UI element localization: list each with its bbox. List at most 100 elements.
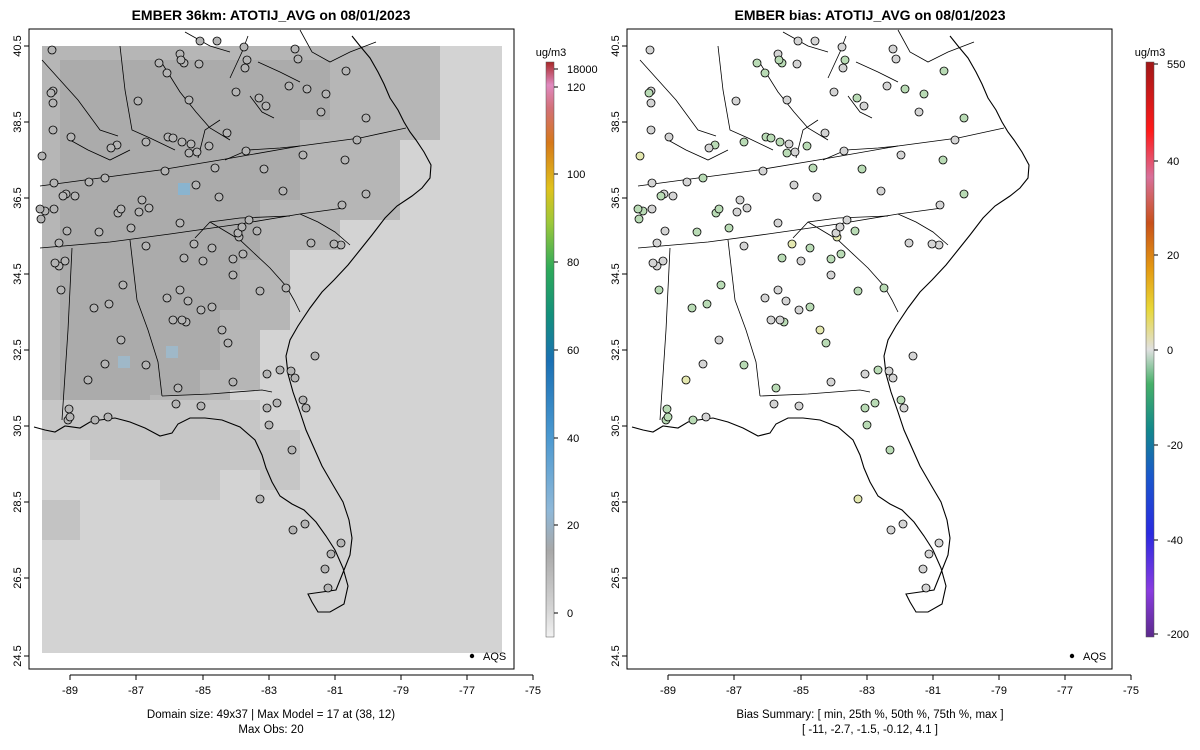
station-marker	[84, 177, 94, 187]
bias-station-marker	[714, 335, 724, 345]
bias-station-marker	[692, 227, 702, 237]
state-border	[41, 59, 119, 137]
station-marker	[118, 280, 128, 290]
latitude-tick-label: 32.5	[610, 339, 622, 360]
longitude-tick-label: -89	[62, 685, 78, 697]
state-border	[667, 139, 729, 161]
bias-station-marker	[840, 55, 850, 65]
model-colorbar: ug/m3 18000 120 100 80 60 40 20 0	[536, 47, 598, 638]
bias-station-marker	[853, 494, 863, 504]
station-marker	[177, 137, 187, 147]
station-marker	[189, 239, 199, 249]
station-marker	[134, 207, 144, 217]
state-boundaries	[33, 29, 432, 613]
station-marker	[316, 107, 326, 117]
bias-station-marker	[758, 166, 768, 176]
latitude-tick-label: 24.5	[610, 645, 622, 666]
bias-station-marker	[668, 191, 678, 201]
bias-station-marker	[839, 146, 849, 156]
bias-station-marker	[796, 256, 806, 266]
bias-station-marker	[835, 222, 845, 232]
bias-station-marker	[766, 133, 776, 143]
longitude-tick-label: -85	[793, 685, 809, 697]
station-marker	[241, 146, 251, 156]
station-marker	[47, 45, 57, 55]
latitude-tick-label: 28.5	[12, 491, 24, 512]
bias-station-marker	[934, 538, 944, 548]
station-marker	[186, 139, 196, 149]
station-marker	[62, 226, 72, 236]
state-border	[299, 29, 377, 63]
bias-station-marker	[808, 163, 818, 173]
aqs-bias-markers	[633, 36, 969, 593]
station-marker	[237, 222, 247, 232]
latitude-axis: 40.5 38.5 36.5 34.5 32.5 30.5 28.5 26.5 24.5	[12, 35, 30, 667]
bias-station-marker	[836, 249, 846, 259]
bias-station-marker	[782, 95, 792, 105]
bias-station-marker	[752, 58, 762, 68]
bias-station-marker	[702, 299, 712, 309]
station-marker	[116, 335, 126, 345]
bias-station-marker	[908, 351, 918, 361]
bias-station-marker	[876, 186, 886, 196]
bias-station-marker	[896, 395, 906, 405]
longitude-tick-label: -81	[925, 685, 941, 697]
longitude-tick-label: -87	[726, 685, 742, 697]
state-border	[184, 31, 231, 53]
bias-station-marker	[815, 325, 825, 335]
station-marker	[212, 36, 222, 46]
bias-station-marker	[821, 338, 831, 348]
longitude-axis: -89 -87 -85 -83 -81 -79 -77 -75	[62, 674, 541, 697]
bias-station-marker	[950, 135, 960, 145]
bias-station-marker	[773, 218, 783, 228]
station-marker	[293, 54, 303, 64]
station-marker	[89, 303, 99, 313]
longitude-tick-label: -77	[1057, 685, 1073, 697]
domain-size-caption: Domain size: 49x37 | Max Model = 17 at (…	[147, 709, 395, 721]
bias-station-marker	[664, 132, 674, 142]
station-marker	[141, 241, 151, 251]
bias-station-marker	[896, 150, 906, 160]
station-marker	[352, 135, 362, 145]
aqs-legend-label: AQS	[1083, 651, 1106, 663]
bias-station-marker	[873, 365, 883, 375]
bias-station-marker	[760, 293, 770, 303]
bias-station-marker	[826, 270, 836, 280]
station-marker	[286, 366, 296, 376]
state-border	[659, 247, 671, 421]
station-marker	[144, 203, 154, 213]
station-marker	[278, 186, 288, 196]
state-border	[119, 45, 176, 151]
longitude-tick-label: -83	[261, 685, 277, 697]
state-border	[229, 35, 249, 79]
bias-map-field	[631, 29, 1030, 613]
station-marker	[103, 412, 113, 422]
state-border	[224, 145, 301, 161]
bias-station-marker	[794, 305, 804, 315]
state-border	[717, 45, 774, 151]
colorbar-tick-label: -20	[1167, 440, 1183, 452]
bias-station-marker	[850, 226, 860, 236]
station-marker	[48, 98, 58, 108]
bias-panel-title: EMBER bias: ATOTIJ_AVG on 08/01/2023	[734, 7, 1005, 23]
colorbar-tick-label: 18000	[567, 64, 598, 76]
station-marker	[210, 163, 220, 173]
bias-station-marker	[784, 139, 794, 149]
station-marker	[50, 258, 60, 268]
station-marker	[133, 96, 143, 106]
bias-station-marker	[644, 88, 654, 98]
state-border	[795, 119, 819, 159]
station-marker	[90, 415, 100, 425]
bias-station-marker	[687, 303, 697, 313]
station-marker	[284, 81, 294, 91]
station-marker	[341, 66, 351, 76]
station-marker	[196, 401, 206, 411]
latitude-tick-label: 32.5	[12, 339, 24, 360]
colorbar-tick-label: 120	[567, 82, 585, 94]
state-border	[897, 213, 949, 246]
station-marker	[302, 84, 312, 94]
bias-station-marker	[921, 583, 931, 593]
bias-station-marker	[884, 366, 894, 376]
bias-station-marker	[794, 401, 804, 411]
bias-station-marker	[789, 180, 799, 190]
